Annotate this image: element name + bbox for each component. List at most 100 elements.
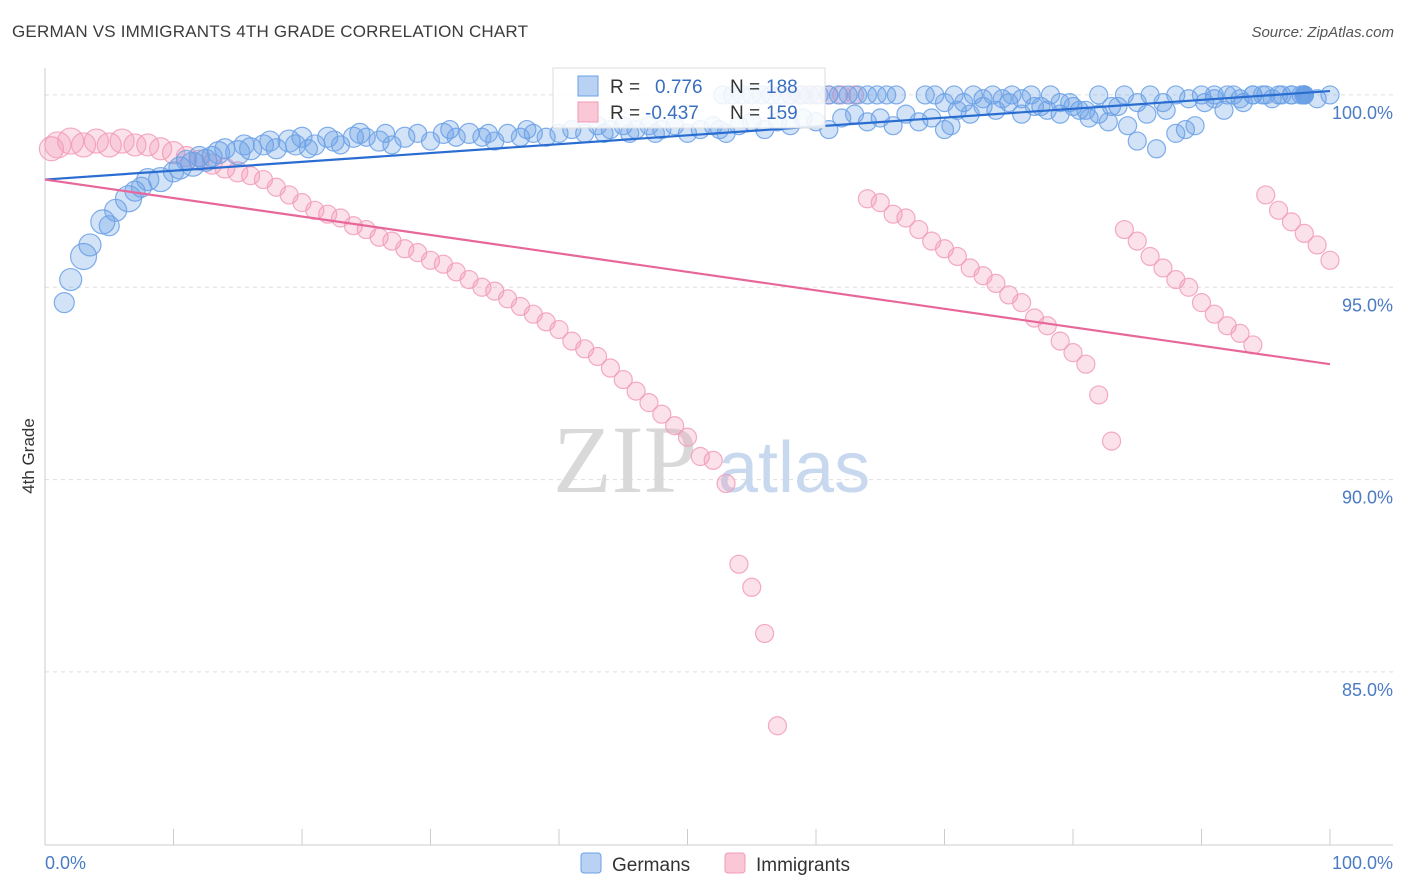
germans-n-value: 188 — [766, 77, 798, 98]
bottom-legend: Germans Immigrants — [580, 852, 850, 876]
germans-point-149 — [992, 89, 1012, 109]
chart-title: GERMAN VS IMMIGRANTS 4TH GRADE CORRELATI… — [12, 22, 529, 41]
germans-point-168 — [1175, 119, 1196, 140]
germans-point-170 — [1195, 93, 1215, 113]
germans-point-102 — [1076, 100, 1096, 120]
legend-immigrants-swatch — [724, 852, 746, 874]
immigrants-point-91 — [1204, 304, 1224, 324]
germans-point-160 — [1098, 112, 1118, 132]
immigrants-point-53 — [716, 473, 736, 494]
germans-point-0 — [53, 292, 75, 314]
immigrants-point-98 — [1294, 223, 1314, 244]
immigrants-point-56 — [754, 623, 775, 644]
immigrants-point-52 — [703, 450, 723, 470]
watermark-atlas: atlas — [718, 428, 870, 508]
immigrants-n-label: N = — [730, 103, 760, 124]
germans-point-37 — [356, 127, 376, 147]
germans-legend-swatch — [577, 75, 599, 97]
immigrants-point-40 — [549, 319, 569, 340]
germans-point-172 — [1214, 100, 1234, 120]
immigrants-point-30 — [420, 250, 441, 270]
germans-point-24 — [252, 134, 275, 156]
immigrants-points — [38, 85, 1340, 736]
immigrants-point-50 — [677, 427, 698, 447]
germans-point-169 — [1185, 116, 1205, 136]
immigrants-point-47 — [639, 393, 659, 413]
germans-point-134 — [828, 85, 849, 105]
germans-point-120 — [1307, 89, 1327, 109]
germans-point-55 — [536, 127, 556, 147]
immigrants-point-93 — [1230, 323, 1250, 344]
axes — [44, 68, 1393, 846]
germans-point-34 — [330, 135, 351, 155]
immigrants-r-label: R = — [610, 103, 640, 124]
germans-point-142 — [925, 85, 945, 105]
immigrants-point-86 — [1140, 246, 1160, 267]
germans-point-146 — [963, 85, 984, 105]
germans-n-label: N = — [730, 77, 760, 98]
immigrants-point-10 — [161, 141, 186, 165]
chart-source: Source: ZipAtlas.com — [1251, 24, 1394, 41]
germans-point-143 — [934, 93, 955, 113]
immigrants-point-48 — [652, 404, 672, 424]
immigrants-point-46 — [626, 381, 646, 401]
germans-point-163 — [1127, 131, 1147, 151]
germans-point-167 — [1166, 123, 1186, 143]
germans-point-40 — [382, 135, 402, 155]
immigrants-point-74 — [986, 273, 1006, 294]
immigrants-point-9 — [149, 137, 173, 161]
immigrants-point-54 — [729, 554, 749, 574]
immigrants-point-65 — [870, 193, 890, 213]
immigrants-point-87 — [1153, 258, 1173, 278]
x-tick-label-0: 0.0% — [45, 853, 86, 873]
y-tick-label-3: 85.0% — [1342, 680, 1393, 700]
germans-point-150 — [1002, 85, 1022, 105]
germans-point-140 — [886, 85, 906, 105]
immigrants-point-66 — [883, 204, 903, 224]
germans-point-165 — [1146, 139, 1167, 159]
immigrants-point-43 — [587, 346, 608, 367]
germans-point-151 — [1011, 89, 1032, 109]
immigrants-point-78 — [1037, 316, 1057, 336]
immigrants-point-6 — [109, 128, 135, 154]
immigrants-point-67 — [896, 208, 916, 228]
x-ticks — [173, 829, 1331, 845]
germans-point-173 — [1224, 85, 1244, 105]
immigrants-point-64 — [857, 189, 878, 209]
germans-point-88 — [909, 112, 929, 132]
germans-point-41 — [394, 126, 416, 148]
immigrants-point-79 — [1050, 331, 1070, 351]
immigrants-point-51 — [690, 446, 710, 467]
immigrants-point-96 — [1268, 200, 1289, 220]
immigrants-point-83 — [1101, 431, 1122, 451]
germans-point-49 — [478, 123, 498, 143]
x-tick-label-1: 100.0% — [1332, 853, 1393, 873]
germans-point-147 — [973, 89, 993, 109]
germans-point-138 — [867, 85, 887, 105]
immigrants-point-100 — [1320, 250, 1340, 270]
germans-point-137 — [857, 85, 878, 105]
germans-point-43 — [420, 131, 441, 151]
immigrants-point-49 — [665, 416, 685, 436]
immigrants-point-95 — [1256, 185, 1276, 205]
germans-point-121 — [1320, 85, 1340, 105]
germans-point-45 — [440, 119, 460, 140]
germans-r-value: 0.776 — [655, 77, 703, 98]
immigrants-point-99 — [1307, 235, 1327, 255]
immigrants-point-7 — [123, 133, 147, 157]
immigrants-point-76 — [1011, 293, 1032, 313]
germans-point-154 — [1040, 85, 1061, 105]
immigrants-point-89 — [1179, 277, 1199, 297]
germans-point-144 — [944, 85, 964, 105]
trendlines — [44, 89, 1331, 366]
watermark-zip: ZIP — [553, 406, 697, 513]
immigrants-point-28 — [395, 239, 415, 259]
germans-point-11 — [148, 166, 174, 193]
germans-point-32 — [317, 126, 339, 148]
legend-germans-label: Germans — [612, 855, 690, 876]
germans-point-54 — [523, 123, 543, 143]
germans-point-2 — [69, 242, 98, 271]
germans-point-145 — [954, 93, 974, 113]
y-tick-label-2: 90.0% — [1342, 488, 1393, 508]
